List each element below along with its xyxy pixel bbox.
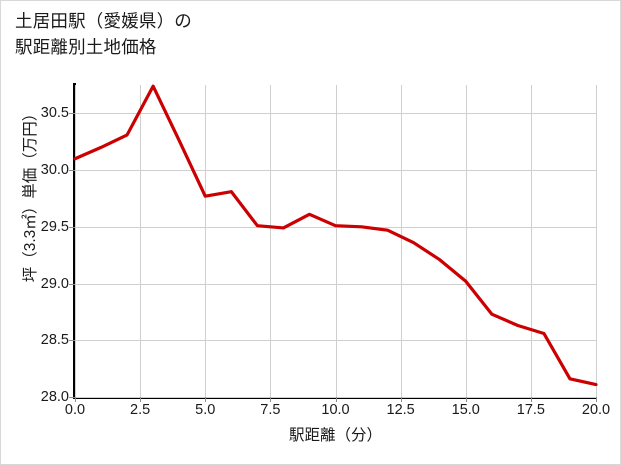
x-axis-tick-mark (205, 397, 207, 402)
x-axis-title: 駅距離（分） (288, 427, 382, 444)
y-axis-tick-label: 30.0 (40, 162, 69, 179)
y-axis-title: 坪（3.3㎡）単価（万円） (22, 105, 39, 283)
gridline-vertical (140, 85, 142, 397)
y-axis-tick-labels: 28.0 28.5 29.0 29.5 30.0 30.5 (21, 1, 69, 464)
x-axis-tick-mark (400, 397, 402, 402)
y-axis-spine (73, 83, 76, 399)
line-series-chart (73, 84, 598, 387)
x-axis-tick-mark (530, 397, 532, 402)
y-axis-tick-label: 29.0 (40, 275, 69, 292)
y-axis-tick-label: 28.0 (40, 389, 69, 405)
x-axis-tick-label: 12.5 (386, 402, 415, 418)
gridline-vertical (75, 85, 76, 397)
y-axis-tick-mark (69, 283, 75, 285)
x-axis-tick-mark (270, 397, 272, 402)
page-title: 土居田駅（愛媛県）の 駅距離別土地価格 (15, 11, 192, 57)
x-axis-tick-label: 2.5 (130, 402, 151, 418)
x-axis-tick-mark (140, 397, 142, 402)
y-axis-tick-mark (69, 170, 75, 172)
x-axis-tick-label: 7.5 (260, 402, 281, 418)
y-axis-tick-mark (69, 397, 75, 398)
x-axis-tick-label: 20.0 (581, 402, 611, 418)
gridline-vertical (596, 85, 597, 397)
gridline-vertical (465, 85, 467, 397)
x-axis-tick-label: 0.0 (64, 402, 86, 418)
gridline-vertical (530, 85, 532, 397)
y-axis-tick-mark (69, 113, 75, 115)
x-axis-tick-label: 15.0 (451, 402, 480, 418)
y-axis-tick-mark (69, 340, 75, 342)
x-axis-tick-mark (596, 397, 597, 402)
y-axis-tick-mark (69, 226, 75, 228)
gridline-vertical (270, 85, 272, 397)
x-axis-tick-label: 10.0 (321, 402, 350, 418)
x-axis-tick-label: 5.0 (195, 402, 216, 418)
y-axis-tick-label: 30.5 (40, 105, 69, 122)
gridline-vertical (400, 85, 402, 397)
x-axis-tick-label: 17.5 (516, 402, 545, 418)
plot-area (69, 84, 598, 402)
y-axis-tick-label: 29.5 (40, 218, 69, 235)
x-axis-tick-mark (465, 397, 467, 402)
gridline-vertical (205, 85, 207, 397)
y-axis-tick-label: 28.5 (40, 332, 69, 349)
x-axis-tick-mark (335, 397, 337, 402)
x-axis-tick-mark (75, 397, 76, 402)
price-line (73, 84, 598, 387)
gridline-vertical (335, 85, 337, 397)
